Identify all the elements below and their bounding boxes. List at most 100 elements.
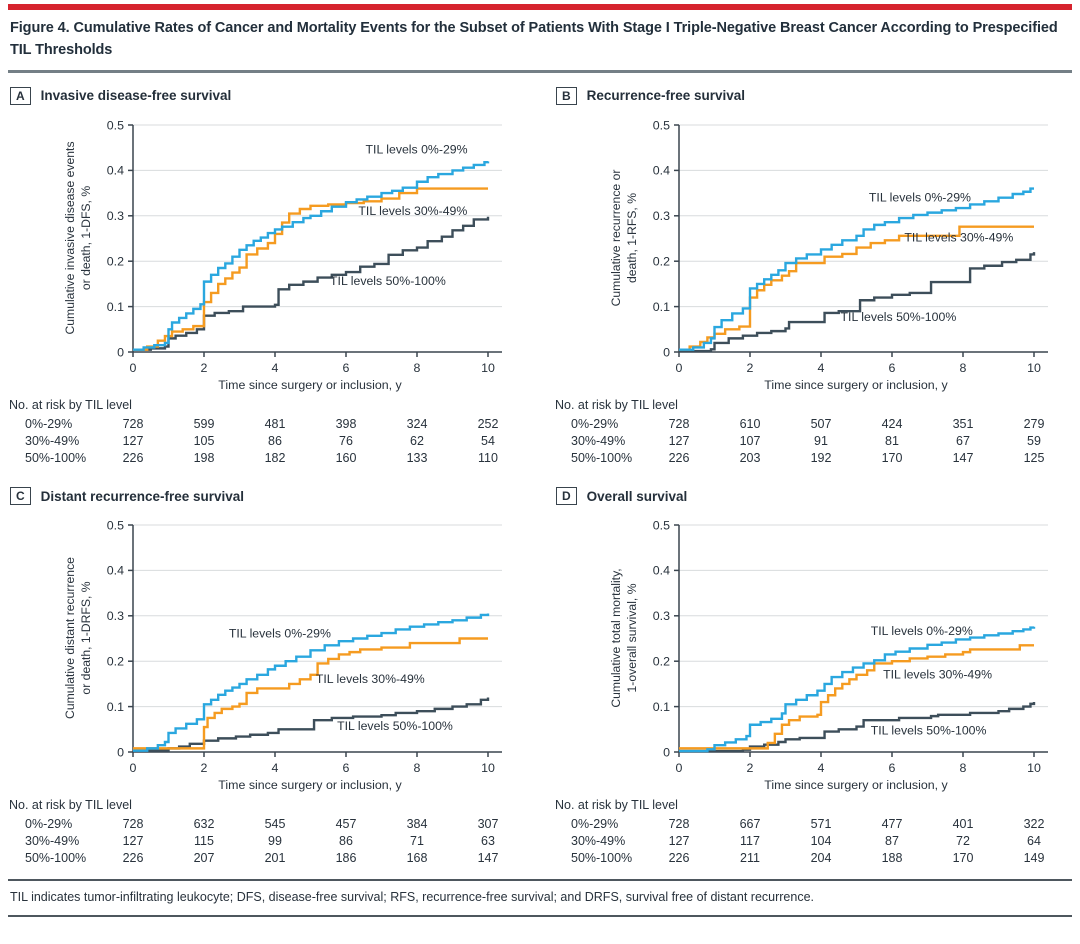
x-tick-label: 6 [343,761,350,775]
x-axis-label: Time since surgery or inclusion, y [764,378,948,392]
risk-value: 507 [810,416,832,431]
risk-row: 50%-100% 226 198 182 160 133 110 [8,450,538,467]
risk-value: 207 [193,851,215,866]
panel-invasive-dfs: A Invasive disease-free survival Cumulat… [8,86,538,467]
title-divider [8,69,1072,73]
curve-label-til_30_49: TIL levels 30%-49% [358,204,467,218]
x-tick-label: 10 [1027,361,1041,375]
y-axis-label-line2: or death, 1-DRFS, % [79,582,93,695]
risk-value: 324 [406,416,428,431]
risk-row: 30%-49% 127 115 99 86 71 63 [8,833,538,850]
risk-value: 424 [881,416,903,431]
risk-value: 252 [477,416,499,431]
panel-title: Overall survival [586,488,688,504]
curve-label-til_30_49: TIL levels 30%-49% [904,231,1013,245]
risk-value: 91 [814,433,828,448]
panel-rfs: B Recurrence-free survival Cumulative re… [554,86,1080,467]
x-tick-label: 10 [481,361,495,375]
risk-value: 81 [885,433,899,448]
panel-title: Recurrence-free survival [586,88,746,104]
x-tick-label: 6 [889,761,896,775]
risk-value: 728 [122,817,144,832]
footnote-text: TIL indicates tumor-infiltrating leukocy… [10,890,814,905]
x-tick-label: 2 [747,361,754,375]
y-tick-label: 0.2 [107,254,124,268]
risk-value: 147 [477,851,499,866]
y-axis-label-line2: 1-overall survival, % [625,584,639,693]
risk-table-rows: 0%-29% 728 667 571 477 401 322 30%-49% 127 117 104… [554,816,1080,867]
risk-table: No. at risk by TIL level 0%-29% 728 599 481… [8,397,538,467]
risk-row-label: 30%-49% [25,834,80,849]
risk-value: 110 [478,450,498,465]
risk-value: 99 [268,834,282,849]
y-tick-label: 0.2 [107,655,124,669]
risk-value: 481 [264,416,286,431]
risk-value: 384 [406,817,428,832]
risk-value: 667 [739,817,761,832]
y-axis-label-line2: or death, 1-DFS, % [79,186,93,290]
risk-value: 610 [739,416,761,431]
y-axis-label-line1: Cumulative recurrence or [609,169,623,306]
risk-row-label: 0%-29% [571,817,619,832]
y-tick-label: 0 [663,746,670,760]
curve-label-til_0_29: TIL levels 0%-29% [366,142,468,156]
risk-value: 322 [1023,817,1045,832]
x-tick-label: 2 [747,761,754,775]
risk-value: 198 [193,450,215,465]
panel-header: B Recurrence-free survival [556,86,1080,105]
x-tick-label: 8 [414,761,421,775]
panel-letter-badge: B [556,86,577,105]
risk-value: 182 [264,450,286,465]
x-tick-label: 10 [481,761,495,775]
km-curve-til_0_29 [679,626,1036,753]
y-tick-label: 0.3 [653,209,670,223]
footnote-block: TIL indicates tumor-infiltrating leukocy… [8,879,1072,917]
y-axis-label-line1: Cumulative distant recurrence [63,557,77,719]
risk-row-label: 50%-100% [571,450,633,465]
y-tick-label: 0.5 [653,519,670,533]
risk-row: 50%-100% 226 211 204 188 170 149 [554,850,1080,867]
x-axis-label: Time since surgery or inclusion, y [218,378,402,392]
km-curve-til_30_49 [679,644,1034,750]
risk-value: 105 [193,433,215,448]
y-tick-label: 0.4 [107,164,124,178]
risk-value: 63 [481,834,495,849]
panel-drfs: C Distant recurrence-free survival Cumul… [8,486,538,867]
risk-row: 0%-29% 728 610 507 424 351 279 [554,416,1080,433]
x-tick-label: 0 [676,761,683,775]
y-tick-label: 0.1 [107,300,124,314]
risk-value: 168 [406,851,428,866]
risk-row: 30%-49% 127 105 86 76 62 54 [8,433,538,450]
accent-rule [8,4,1072,10]
x-tick-label: 8 [414,361,421,375]
risk-value: 186 [335,851,357,866]
risk-value: 147 [952,450,974,465]
risk-value: 477 [881,817,903,832]
km-curve-til_0_29 [679,187,1034,351]
km-plot: Cumulative recurrence or death, 1-RFS, %… [609,118,1048,392]
risk-value: 127 [668,834,690,849]
curve-label-til_30_49: TIL levels 30%-49% [883,668,992,682]
risk-row-label: 50%-100% [25,450,87,465]
risk-row-label: 30%-49% [571,433,626,448]
risk-value: 226 [668,450,690,465]
y-tick-label: 0.4 [653,564,670,578]
risk-table-heading: No. at risk by TIL level [9,798,132,813]
x-tick-label: 2 [201,361,208,375]
y-tick-label: 0.1 [107,700,124,714]
risk-value: 107 [739,433,761,448]
plot-area: 0 0.1 0.2 0.3 0.4 0.5 0 2 4 6 8 10 TIL levels 0%-29%… [107,519,502,775]
km-curve-til_0_29 [133,160,490,351]
risk-value: 149 [1023,851,1045,866]
km-curve-til_50_100 [133,697,490,753]
x-tick-label: 4 [272,761,279,775]
km-plot: Cumulative invasive disease events or de… [63,118,502,392]
curve-label-til_0_29: TIL levels 0%-29% [869,190,971,204]
x-tick-label: 4 [272,361,279,375]
km-plot: Cumulative distant recurrence or death, … [63,519,502,792]
figure-title: Figure 4. Cumulative Rates of Cancer and… [10,20,1058,58]
curve-label-til_50_100: TIL levels 50%-100% [871,724,987,738]
x-axis-label: Time since surgery or inclusion, y [218,778,402,792]
panel-header: D Overall survival [556,486,1080,506]
km-curve-til_50_100 [679,252,1036,353]
